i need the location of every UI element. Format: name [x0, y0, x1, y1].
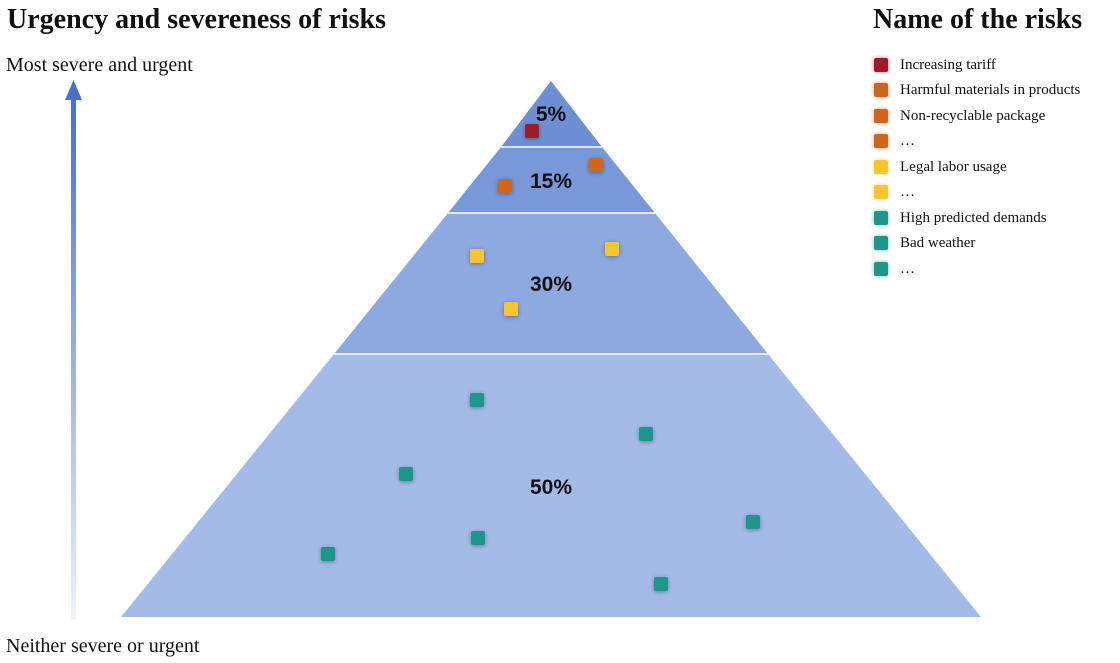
arrow-head-icon: [65, 80, 82, 100]
risk-marker-teal: [321, 547, 335, 561]
pyramid-tier-third: [334, 213, 768, 354]
legend-item: …: [874, 180, 1114, 206]
risk-marker-red: [525, 124, 539, 138]
legend-item: Harmful materials in products: [874, 78, 1114, 104]
square-marker-teal-icon: [874, 261, 888, 276]
axis-top-label: Most severe and urgent: [6, 54, 193, 76]
tier-label-top: 5%: [536, 103, 567, 126]
axis-bottom-label: Neither severe or urgent: [6, 635, 200, 657]
legend-item: …: [874, 256, 1114, 282]
legend-item: Bad weather: [874, 231, 1114, 257]
legend-item-label: Non-recyclable package: [900, 107, 1046, 124]
diagram-title: Urgency and severeness of risks: [7, 4, 387, 35]
square-marker-orange-icon: [874, 83, 888, 98]
legend-item-label: High predicted demands: [900, 209, 1047, 226]
risk-marker-teal: [746, 515, 760, 529]
legend-item-label: …: [900, 184, 915, 201]
legend-item: Increasing tariff: [874, 52, 1114, 78]
square-marker-red-icon: [874, 57, 888, 72]
legend-item-label: Legal labor usage: [900, 158, 1007, 175]
legend-item: Legal labor usage: [874, 154, 1114, 180]
pyramid-tier-base: [121, 354, 981, 617]
legend-item: High predicted demands: [874, 205, 1114, 231]
risk-marker-orange: [498, 179, 512, 193]
legend-title: Name of the risks: [873, 4, 1083, 35]
risk-marker-teal: [471, 531, 485, 545]
legend-item-label: Increasing tariff: [900, 56, 996, 73]
risk-marker-yellow: [504, 302, 518, 316]
square-marker-teal-icon: [874, 236, 888, 251]
legend-item-label: …: [900, 260, 915, 277]
risk-marker-teal: [399, 467, 413, 481]
risk-marker-yellow: [605, 242, 619, 256]
tier-label-second: 15%: [530, 170, 572, 193]
risk-marker-orange: [589, 158, 603, 172]
pyramid-tier-second: [448, 147, 655, 213]
legend-item-label: …: [900, 133, 915, 150]
square-marker-teal-icon: [874, 210, 888, 225]
risk-marker-yellow: [470, 249, 484, 263]
square-marker-yellow-icon: [874, 185, 888, 200]
legend-item-label: Bad weather: [900, 235, 976, 252]
tier-label-base: 50%: [530, 476, 572, 499]
tier-label-third: 30%: [530, 273, 572, 296]
legend-item: Non-recyclable package: [874, 103, 1114, 129]
severity-arrow: [65, 80, 82, 620]
square-marker-orange-icon: [874, 108, 888, 123]
legend-item-label: Harmful materials in products: [900, 82, 1081, 99]
risk-legend: Increasing tariff Harmful materials in p…: [874, 52, 1114, 282]
square-marker-yellow-icon: [874, 159, 888, 174]
square-marker-orange-icon: [874, 134, 888, 149]
risk-marker-teal: [654, 577, 668, 591]
legend-item: …: [874, 129, 1114, 155]
risk-marker-teal: [639, 427, 653, 441]
risk-marker-teal: [470, 393, 484, 407]
arrow-shaft: [71, 96, 76, 620]
